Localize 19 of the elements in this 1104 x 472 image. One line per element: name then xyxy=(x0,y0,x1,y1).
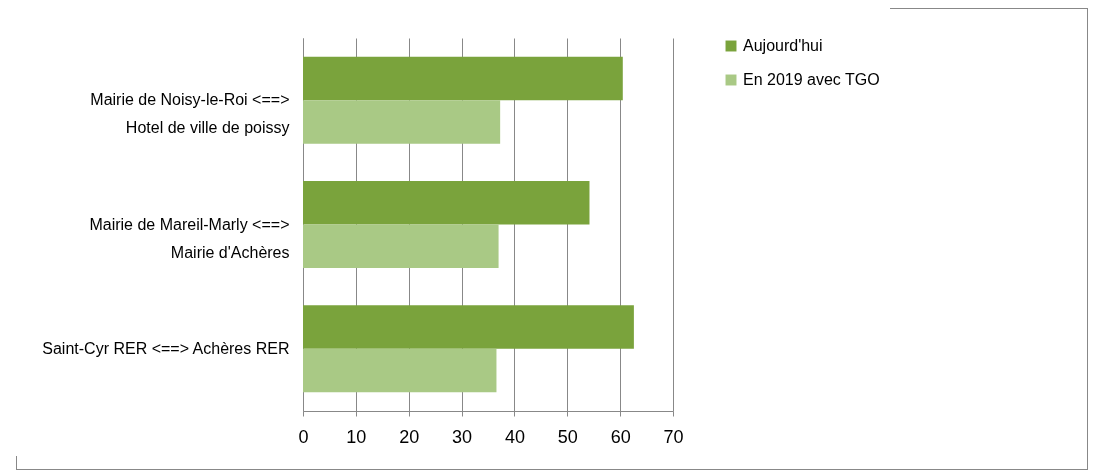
x-tick-label: 50 xyxy=(557,426,578,447)
x-tick-label: 0 xyxy=(298,426,309,447)
bar xyxy=(303,100,501,144)
x-tick-label: 60 xyxy=(610,426,631,447)
x-tick-label: 20 xyxy=(399,426,420,447)
x-tick-label: 70 xyxy=(663,426,684,447)
bar xyxy=(303,180,590,225)
bar xyxy=(303,56,623,101)
y-tick-label: Mairie de Noisy-le-Roi <==> Hotel de ville de poissy xyxy=(90,91,290,137)
legend-label: Aujourd'hui xyxy=(743,37,823,54)
bar xyxy=(303,348,497,393)
x-tick-label: 10 xyxy=(346,426,367,447)
legend-label: En 2019 avec TGO xyxy=(743,71,880,88)
y-tick-label: Saint-Cyr RER <==> Achères RER xyxy=(42,339,290,357)
x-tick-label: 30 xyxy=(452,426,473,447)
bar xyxy=(303,305,634,349)
bar xyxy=(303,224,499,269)
y-tick-label: Mairie de Mareil-Marly <==> Mairie d'Achères xyxy=(89,215,290,261)
x-tick-label: 40 xyxy=(504,426,525,447)
